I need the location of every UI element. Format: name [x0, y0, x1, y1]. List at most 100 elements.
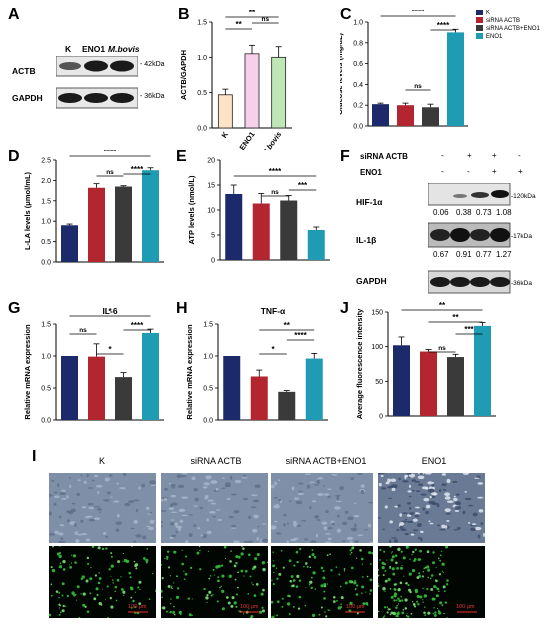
cell [418, 536, 421, 540]
fluorescent-cell [148, 598, 151, 600]
fluorescent-cell [322, 570, 325, 573]
fluorescent-cell [430, 588, 434, 591]
cell [346, 536, 354, 541]
cell [389, 520, 393, 524]
fluorescent-cell [75, 599, 77, 601]
fluorescent-cell [432, 551, 435, 554]
fluorescent-cell [394, 554, 398, 557]
cell [438, 488, 442, 493]
fluorescent-cell [95, 587, 99, 591]
cell [407, 520, 414, 524]
cell [221, 477, 225, 479]
fluorescent-cell [360, 592, 363, 594]
brightfield-image-sirna-eno1 [271, 473, 373, 543]
fluorescent-cell [298, 579, 302, 582]
fluorescent-cell [161, 577, 164, 580]
fluorescent-cell [161, 596, 163, 599]
bar [372, 104, 389, 126]
cell [446, 519, 450, 522]
cell [115, 528, 120, 532]
fluorescent-cell [110, 564, 114, 568]
cell [474, 477, 480, 479]
cell [354, 523, 357, 528]
fluorescent-cell [361, 563, 363, 565]
bar [307, 230, 325, 260]
chart-e: 0 5 10 15 20 ATP levels (nmol/L) **** ns *** [187, 158, 330, 265]
cell [407, 502, 412, 505]
cell [116, 513, 120, 518]
fluorescent-cell [235, 555, 239, 559]
cell [95, 484, 103, 488]
fluorescent-cell [437, 610, 441, 613]
fluorescent-cell [310, 576, 313, 579]
fluorescent-cell [71, 591, 75, 595]
fluorescent-cell [170, 598, 172, 600]
cell [146, 525, 151, 528]
f-il1b-value: 0.67 [433, 250, 449, 259]
y-axis-label: ATP levels (nmol/L) [187, 175, 196, 244]
cell [478, 509, 484, 513]
cell [224, 482, 231, 486]
fluorescent-cell [402, 556, 406, 560]
cell [425, 510, 429, 515]
cell [297, 482, 304, 485]
cell [68, 484, 72, 488]
cell [193, 505, 199, 507]
fluorescent-cell [260, 592, 264, 596]
cell [425, 504, 431, 509]
fluorescent-cell [145, 558, 149, 562]
fluorescent-cell [366, 575, 369, 578]
cell [138, 486, 141, 490]
fluorescent-cell [98, 601, 102, 606]
cell [206, 518, 210, 522]
fluorescent-cell [419, 595, 423, 599]
scale-bar-label: 100 μm [456, 604, 475, 610]
fluorescent-cell [423, 594, 428, 598]
cell [232, 540, 240, 543]
fluorescent-cell [387, 577, 391, 582]
cell [215, 488, 219, 491]
cell [339, 485, 345, 491]
cell [58, 540, 66, 543]
fluorescent-cell [168, 566, 171, 569]
fluorescent-cell [84, 605, 87, 608]
cell [49, 493, 53, 497]
cell [212, 515, 217, 518]
cell [357, 473, 363, 476]
fluorescent-cell [435, 566, 437, 568]
fluorescent-cell [97, 581, 101, 585]
fluorescent-cell [333, 600, 336, 603]
legend-label: siRNA ACTB [486, 18, 520, 24]
chart-h: TNF-α 0.0 0.5 1.0 1.5 Relative mRNA expressio… [185, 306, 328, 425]
f-hif-value: 0.38 [456, 208, 472, 217]
legend-label: K [486, 10, 490, 16]
cell [324, 541, 332, 543]
y-tick-label: 50 [375, 379, 383, 386]
fluorescent-cell [378, 574, 380, 577]
fluorescent-cell [167, 584, 171, 588]
fluorescent-cell [74, 561, 77, 564]
cell [408, 484, 412, 488]
fluorescent-cell [271, 600, 274, 604]
cell [401, 520, 408, 523]
y-tick-label: 1.0 [353, 20, 363, 27]
bar [252, 203, 270, 260]
fluorescence-image-k [49, 546, 156, 618]
cell [354, 540, 359, 543]
fluorescent-cell [378, 583, 379, 585]
size-label-42kda: - 42kDa [140, 61, 165, 68]
y-tick-label: 0.5 [203, 386, 213, 393]
fluorescent-cell [196, 551, 200, 555]
bar [225, 194, 243, 260]
fluorescent-cell [256, 552, 260, 557]
cell [454, 501, 462, 506]
f-size-120: -120kDa [511, 193, 536, 200]
cell [388, 497, 393, 499]
cell [391, 487, 396, 492]
cell [142, 535, 147, 540]
fluorescent-cell [326, 554, 329, 557]
scale-bar-label: 100 μm [128, 604, 147, 610]
cell [163, 497, 168, 502]
fluorescent-cell [221, 574, 225, 578]
fluorescent-cell [272, 551, 274, 553]
